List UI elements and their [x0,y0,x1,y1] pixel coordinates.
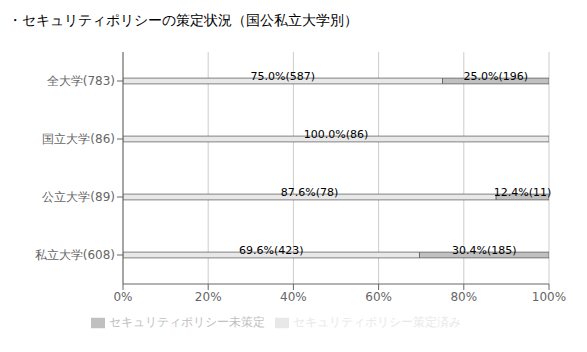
svg-text:75.0%(587): 75.0%(587) [250,70,315,83]
svg-text:公立大学(89): 公立大学(89) [42,190,115,204]
svg-text:国立大学(86): 国立大学(86) [42,132,115,146]
svg-text:25.0%(196): 25.0%(196) [463,70,528,83]
svg-text:12.4%(11): 12.4%(11) [494,186,552,199]
svg-text:0%: 0% [113,290,132,304]
html-text:セキュリティポリシー未策定: セキュリティポリシー未策定 [109,315,265,329]
svg-text:私立大学(608): 私立大学(608) [35,248,115,262]
svg-text:100.0%(86): 100.0%(86) [304,128,369,141]
svg-text:40%: 40% [280,290,307,304]
svg-text:69.6%(423): 69.6%(423) [239,244,304,257]
svg-text:60%: 60% [365,290,392,304]
html-text:・セキュリティポリシーの策定状況（国公私立大学別）: ・セキュリティポリシーの策定状況（国公私立大学別） [8,12,358,28]
svg-text:100%: 100% [532,290,566,304]
svg-text:30.4%(185): 30.4%(185) [452,244,517,257]
svg-text:20%: 20% [195,290,222,304]
svg-text:87.6%(78): 87.6%(78) [281,186,339,199]
svg-text:80%: 80% [450,290,477,304]
svg-text:全大学(783): 全大学(783) [47,74,115,88]
html-text:セキュリティポリシー策定済み: セキュリティポリシー策定済み [293,315,461,329]
